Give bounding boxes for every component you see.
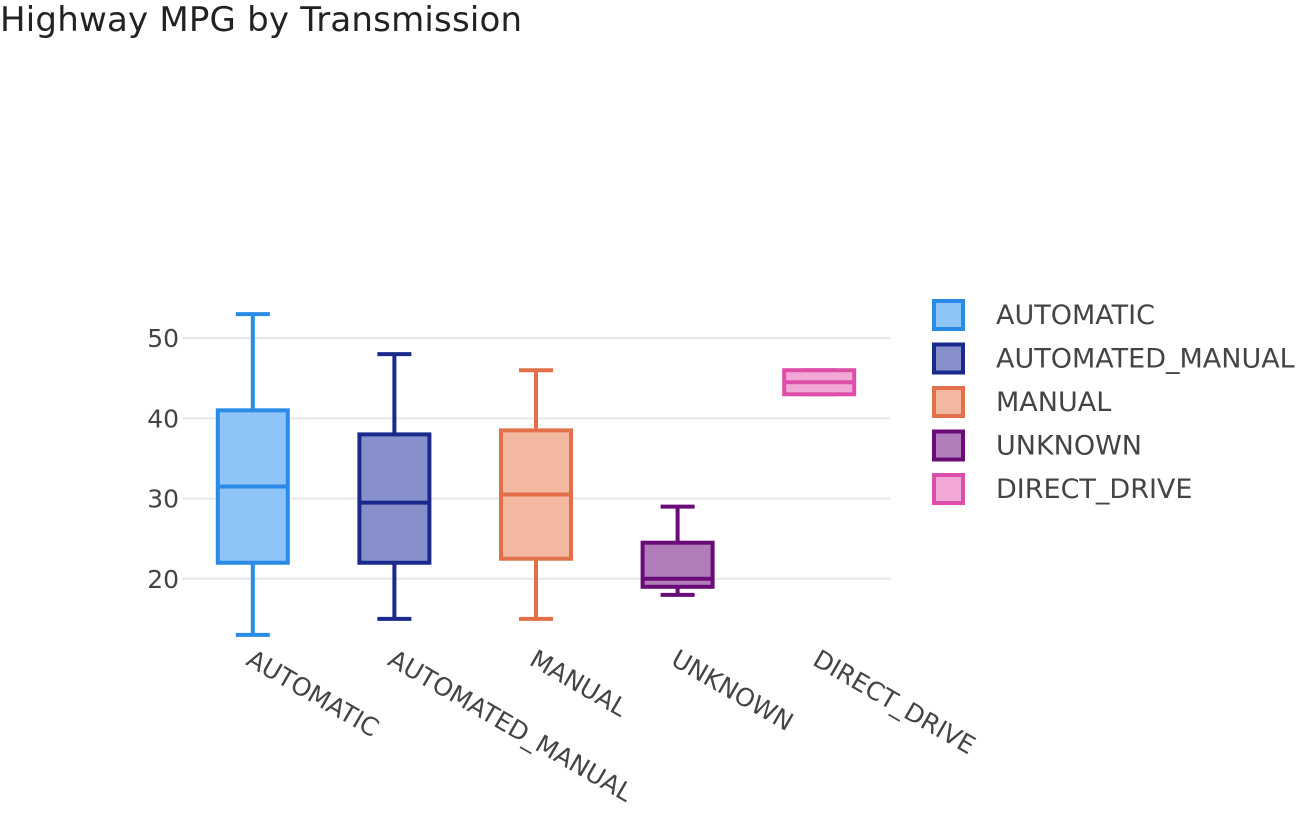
y-tick-label: 50 <box>147 324 179 353</box>
legend-swatch <box>932 386 965 418</box>
x-tick-label: AUTOMATED_MANUAL <box>383 644 637 807</box>
x-tick-label: MANUAL <box>525 644 632 723</box>
legend-item-manual[interactable]: MANUAL <box>932 386 1111 418</box>
legend-label: AUTOMATIC <box>996 300 1155 331</box>
box-direct-drive[interactable] <box>782 368 857 397</box>
y-tick-label: 40 <box>147 404 179 433</box>
legend-item-automatic[interactable]: AUTOMATIC <box>932 299 1155 331</box>
x-tick-label: DIRECT_DRIVE <box>808 644 980 760</box>
y-tick-label: 20 <box>147 565 179 594</box>
y-tick-label: 30 <box>147 485 179 514</box>
legend-swatch <box>932 299 965 331</box>
legend[interactable]: AUTOMATIC AUTOMATED_MANUAL MANUAL UNKNOWN DI… <box>932 299 1295 505</box>
box-rect <box>357 432 432 565</box>
y-axis-ticks: 20 30 40 50 <box>147 324 179 594</box>
legend-label: AUTOMATED_MANUAL <box>996 344 1295 375</box>
legend-label: MANUAL <box>996 387 1111 418</box>
legend-label: DIRECT_DRIVE <box>996 474 1192 505</box>
legend-label: UNKNOWN <box>996 431 1142 462</box>
legend-swatch <box>932 473 965 505</box>
box-unknown[interactable] <box>640 504 715 597</box>
box-automated-manual[interactable] <box>357 352 432 621</box>
legend-item-unknown[interactable]: UNKNOWN <box>932 429 1142 462</box>
legend-item-automated-manual[interactable]: AUTOMATED_MANUAL <box>932 342 1295 375</box>
box-manual[interactable] <box>499 368 573 621</box>
legend-item-direct-drive[interactable]: DIRECT_DRIVE <box>932 473 1192 505</box>
box-automatic[interactable] <box>215 312 290 637</box>
box-series <box>215 312 857 637</box>
chart-title: Highway MPG by Transmission <box>0 0 523 40</box>
legend-swatch <box>932 342 965 375</box>
x-tick-label: AUTOMATIC <box>242 644 384 743</box>
legend-swatch <box>932 429 965 462</box>
x-tick-label: UNKNOWN <box>667 644 799 737</box>
